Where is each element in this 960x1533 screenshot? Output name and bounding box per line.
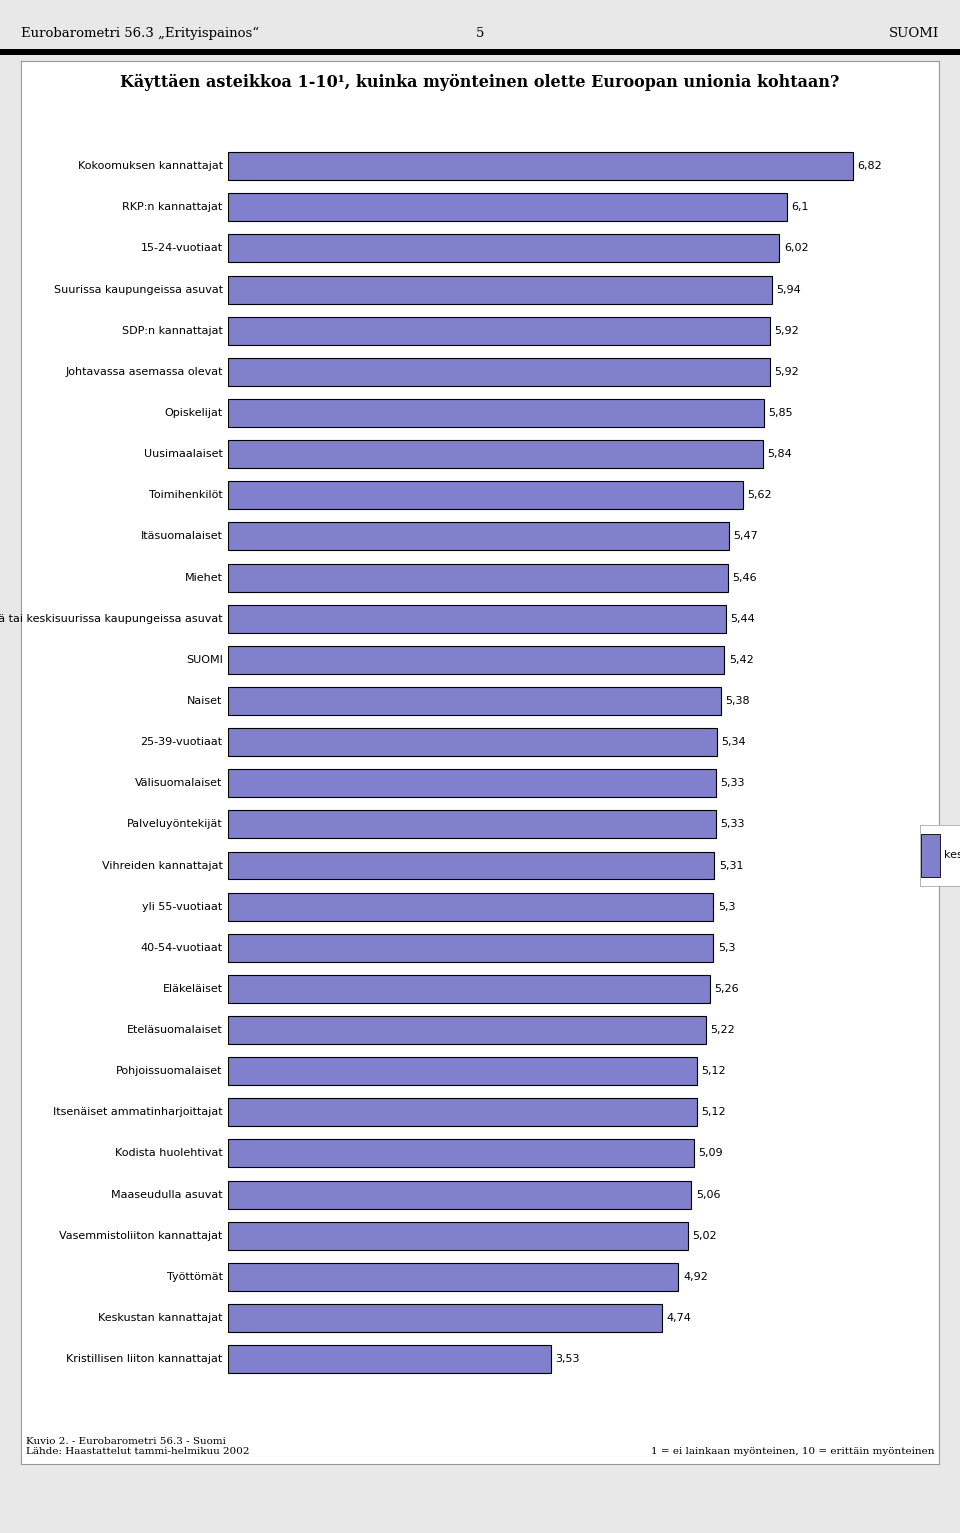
Text: 40-54-vuotiaat: 40-54-vuotiaat	[140, 943, 223, 954]
Text: 5,85: 5,85	[768, 408, 793, 419]
Text: 6,82: 6,82	[857, 161, 882, 172]
Text: Työttömät: Työttömät	[167, 1272, 223, 1282]
Text: 5,26: 5,26	[714, 984, 739, 993]
Text: 5: 5	[476, 28, 484, 40]
Text: Palveluyöntekijät: Palveluyöntekijät	[127, 819, 223, 829]
Text: 5,3: 5,3	[718, 901, 735, 912]
Bar	[228, 235, 780, 262]
Bar	[228, 152, 852, 181]
Text: Suurissa kaupungeissa asuvat: Suurissa kaupungeissa asuvat	[54, 285, 223, 294]
Text: Välisuomalaiset: Välisuomalaiset	[135, 779, 223, 788]
Text: SUOMI: SUOMI	[889, 28, 939, 40]
Text: 25-39-vuotiaat: 25-39-vuotiaat	[140, 737, 223, 747]
Bar	[228, 934, 713, 961]
Text: 4,74: 4,74	[666, 1312, 691, 1323]
Text: Kokoomuksen kannattajat: Kokoomuksen kannattajat	[78, 161, 223, 172]
Text: yli 55-vuotiaat: yli 55-vuotiaat	[142, 901, 223, 912]
Bar	[228, 1098, 697, 1127]
Bar	[228, 645, 724, 675]
Text: Vasemmistoliiton kannattajat: Vasemmistoliiton kannattajat	[60, 1231, 223, 1240]
Text: 5,62: 5,62	[747, 491, 772, 500]
Text: 5,94: 5,94	[777, 285, 802, 294]
Text: 5,38: 5,38	[725, 696, 750, 707]
Text: Vihreiden kannattajat: Vihreiden kannattajat	[102, 860, 223, 871]
Bar	[228, 604, 726, 633]
Bar	[228, 193, 786, 221]
Text: Käyttäen asteikkoa 1-10¹, kuinka myönteinen olette Euroopan unionia kohtaan?: Käyttäen asteikkoa 1-10¹, kuinka myöntei…	[120, 74, 840, 90]
Text: 5,84: 5,84	[767, 449, 792, 460]
Bar	[228, 357, 770, 386]
Text: 15-24-vuotiaat: 15-24-vuotiaat	[140, 244, 223, 253]
Text: 5,33: 5,33	[721, 819, 745, 829]
Text: 5,02: 5,02	[692, 1231, 717, 1240]
Bar	[228, 687, 721, 714]
Text: Eläkeläiset: Eläkeläiset	[162, 984, 223, 993]
Text: 5,12: 5,12	[702, 1065, 726, 1076]
Bar	[228, 276, 772, 304]
Text: Pohjoissuomalaiset: Pohjoissuomalaiset	[116, 1065, 223, 1076]
Bar	[228, 892, 713, 921]
Text: 5,34: 5,34	[722, 737, 746, 747]
Text: 5,47: 5,47	[733, 532, 758, 541]
Text: 6,02: 6,02	[783, 244, 808, 253]
Bar	[228, 1263, 679, 1291]
Text: Eteläsuomalaiset: Eteläsuomalaiset	[127, 1026, 223, 1035]
Bar	[228, 1222, 687, 1249]
Bar	[228, 975, 709, 1003]
Bar	[228, 440, 763, 468]
Bar	[228, 811, 716, 839]
Text: Naiset: Naiset	[187, 696, 223, 707]
Text: Itäsuomalaiset: Itäsuomalaiset	[141, 532, 223, 541]
Bar	[228, 523, 729, 550]
Text: 4,92: 4,92	[683, 1272, 708, 1282]
Text: Opiskelijat: Opiskelijat	[164, 408, 223, 419]
Text: 5,42: 5,42	[729, 655, 754, 665]
Text: Johtavassa asemassa olevat: Johtavassa asemassa olevat	[65, 366, 223, 377]
Text: Pienissä tai keskisuurissa kaupungeissa asuvat: Pienissä tai keskisuurissa kaupungeissa …	[0, 613, 223, 624]
Text: Uusimaalaiset: Uusimaalaiset	[144, 449, 223, 460]
Bar	[228, 851, 714, 880]
Bar	[228, 1180, 691, 1208]
Text: SUOMI: SUOMI	[186, 655, 223, 665]
Text: RKP:n kannattajat: RKP:n kannattajat	[123, 202, 223, 213]
Text: 5,09: 5,09	[699, 1148, 723, 1159]
Bar	[228, 728, 717, 756]
Text: Kuvio 2. - Eurobarometri 56.3 - Suomi
Lähde: Haastattelut tammi-helmikuu 2002: Kuvio 2. - Eurobarometri 56.3 - Suomi Lä…	[26, 1436, 250, 1456]
Text: 5,06: 5,06	[696, 1190, 720, 1200]
Text: 5,44: 5,44	[731, 613, 756, 624]
Text: Miehet: Miehet	[184, 572, 223, 583]
Bar	[228, 770, 716, 797]
Text: SDP:n kannattajat: SDP:n kannattajat	[122, 325, 223, 336]
Bar	[228, 399, 763, 428]
Text: Keskustan kannattajat: Keskustan kannattajat	[98, 1312, 223, 1323]
Text: 5,22: 5,22	[710, 1026, 735, 1035]
Text: Kodista huolehtivat: Kodista huolehtivat	[115, 1148, 223, 1159]
Text: keskiarvo: keskiarvo	[945, 851, 960, 860]
Bar	[228, 1139, 694, 1168]
Bar	[228, 1344, 551, 1374]
Bar	[228, 564, 728, 592]
Text: 5,12: 5,12	[702, 1107, 726, 1118]
Text: 5,3: 5,3	[718, 943, 735, 954]
Text: 5,92: 5,92	[775, 366, 800, 377]
Text: Maaseudulla asuvat: Maaseudulla asuvat	[111, 1190, 223, 1200]
Text: 3,53: 3,53	[556, 1354, 580, 1364]
Bar	[228, 1058, 697, 1085]
Text: 5,46: 5,46	[732, 572, 757, 583]
Text: 5,31: 5,31	[719, 860, 743, 871]
Bar	[228, 481, 743, 509]
Text: Kristillisen liiton kannattajat: Kristillisen liiton kannattajat	[66, 1354, 223, 1364]
Bar	[228, 317, 770, 345]
Bar	[228, 1305, 662, 1332]
Bar	[228, 1016, 706, 1044]
Text: 5,33: 5,33	[721, 779, 745, 788]
Text: Eurobarometri 56.3 „Erityispainos“: Eurobarometri 56.3 „Erityispainos“	[21, 28, 259, 40]
Bar	[922, 834, 941, 877]
Text: 1 = ei lainkaan myönteinen, 10 = erittäin myönteinen: 1 = ei lainkaan myönteinen, 10 = erittäi…	[651, 1447, 934, 1456]
Text: Toimihenkilöt: Toimihenkilöt	[149, 491, 223, 500]
Text: Itsenäiset ammatinharjoittajat: Itsenäiset ammatinharjoittajat	[53, 1107, 223, 1118]
Text: 6,1: 6,1	[791, 202, 808, 213]
Text: 5,92: 5,92	[775, 325, 800, 336]
